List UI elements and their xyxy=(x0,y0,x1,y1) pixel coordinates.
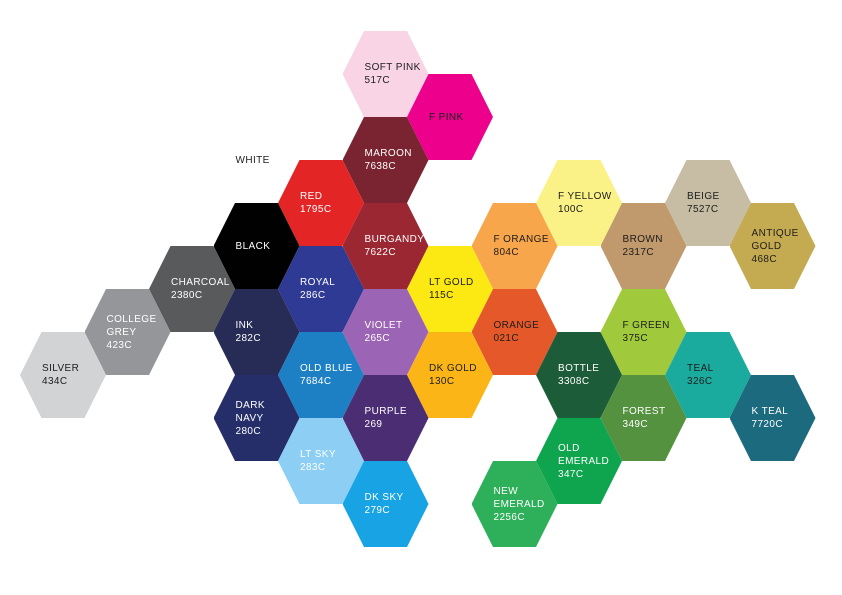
swatch-name: TEAL xyxy=(687,363,714,374)
swatch-code: 423C xyxy=(106,339,133,351)
swatch-code: 517C xyxy=(364,75,391,86)
swatch-code: 7720C xyxy=(751,419,783,430)
hex-swatch-maroon: MAROON 7638C xyxy=(342,117,429,203)
swatch-name: NEW EMERALD xyxy=(493,485,545,510)
hex-swatch-lt-sky: LT SKY 283C xyxy=(278,418,364,504)
swatch-name: BROWN xyxy=(622,234,663,245)
swatch-code: 2256C xyxy=(493,511,525,523)
swatch-code: 7638C xyxy=(364,161,396,172)
swatch-name: MAROON xyxy=(364,148,412,159)
swatch-name: BOTTLE xyxy=(558,363,600,374)
swatch-code: 375C xyxy=(622,333,649,344)
swatch-code: 115C xyxy=(429,290,454,301)
swatch-code: 269 xyxy=(364,419,383,430)
swatch-code: 286C xyxy=(300,290,326,301)
hex-swatch-dk-gold: DK GOLD 130C xyxy=(407,332,493,418)
swatch-code: 100C xyxy=(558,204,584,215)
swatch-name: K TEAL xyxy=(751,406,789,417)
swatch-name: COLLEGE GREY xyxy=(106,313,157,338)
swatch-code: 021C xyxy=(493,333,520,344)
swatch-name: F PINK xyxy=(429,111,464,123)
swatch-name: CHARCOAL xyxy=(171,277,230,288)
swatch-name: OLD EMERALD xyxy=(558,442,610,467)
swatch-name: RED xyxy=(300,191,323,202)
swatch-name: F GREEN xyxy=(622,320,670,331)
swatch-name: VIOLET xyxy=(364,320,403,331)
swatch-code: 349C xyxy=(622,419,649,430)
swatch-name: INK xyxy=(235,320,254,331)
swatch-code: 1795C xyxy=(300,204,332,215)
swatch-name: BURGANDY xyxy=(364,234,425,245)
swatch-name: FOREST xyxy=(622,406,666,417)
swatch-name: PURPLE xyxy=(364,406,407,417)
swatch-name: LT GOLD xyxy=(429,277,474,288)
swatch-code: 347C xyxy=(558,468,584,480)
swatch-name: ROYAL xyxy=(300,277,336,288)
hex-swatch-f-pink: F PINK xyxy=(407,74,493,160)
hex-swatch-dark-navy: DARK NAVY 280C xyxy=(213,375,300,461)
swatch-code: 2380C xyxy=(171,290,203,301)
swatch-code: 7527C xyxy=(687,204,719,215)
swatch-code: 326C xyxy=(687,376,713,387)
swatch-code: 130C xyxy=(429,376,455,387)
hex-swatch-old-blue: OLD BLUE 7684C xyxy=(278,332,364,418)
swatch-name: BLACK xyxy=(235,240,271,252)
hex-swatch-college-grey: COLLEGE GREY 423C xyxy=(84,289,171,375)
swatch-name: SILVER xyxy=(42,363,80,374)
swatch-name: DK SKY xyxy=(364,492,404,503)
hex-swatch-ink: INK 282C xyxy=(213,289,300,375)
swatch-code: 2317C xyxy=(622,247,654,258)
swatch-name: F YELLOW xyxy=(558,191,612,202)
swatch-name: F ORANGE xyxy=(493,234,549,245)
swatch-name: WHITE xyxy=(235,154,270,166)
swatch-name: DK GOLD xyxy=(429,363,477,374)
swatch-name: OLD BLUE xyxy=(300,363,353,374)
swatch-code: 280C xyxy=(235,425,262,437)
hex-swatch-royal: ROYAL 286C xyxy=(278,246,364,332)
swatch-name: ORANGE xyxy=(493,320,540,331)
hex-swatch-violet: VIOLET 265C xyxy=(342,289,429,375)
swatch-name: ANTIQUE GOLD xyxy=(751,227,799,252)
swatch-code: 468C xyxy=(751,253,778,265)
swatch-name: SOFT PINK xyxy=(364,62,421,73)
hex-swatch-purple: PURPLE 269 xyxy=(342,375,429,461)
swatch-code: 3308C xyxy=(558,376,590,387)
hex-swatch-dk-sky: DK SKY 279C xyxy=(342,461,429,547)
swatch-name: DARK NAVY xyxy=(235,399,265,424)
hex-swatch-silver: SILVER 434C xyxy=(20,332,106,418)
swatch-name: LT SKY xyxy=(300,449,336,460)
swatch-code: 279C xyxy=(364,505,391,516)
swatch-code: 283C xyxy=(300,462,326,473)
swatch-name: BEIGE xyxy=(687,191,720,202)
hex-swatch-red: RED 1795C xyxy=(278,160,364,246)
hex-swatch-soft-pink: SOFT PINK 517C xyxy=(342,31,429,117)
swatch-code: 282C xyxy=(235,333,262,344)
swatch-code: 7684C xyxy=(300,376,332,387)
swatch-code: 804C xyxy=(493,247,520,258)
swatch-code: 265C xyxy=(364,333,391,344)
swatch-code: 7622C xyxy=(364,247,396,258)
swatch-code: 434C xyxy=(42,376,68,387)
hex-swatch-burgandy: BURGANDY 7622C xyxy=(342,203,429,289)
hex-swatch-lt-gold: LT GOLD 115C xyxy=(407,246,493,332)
